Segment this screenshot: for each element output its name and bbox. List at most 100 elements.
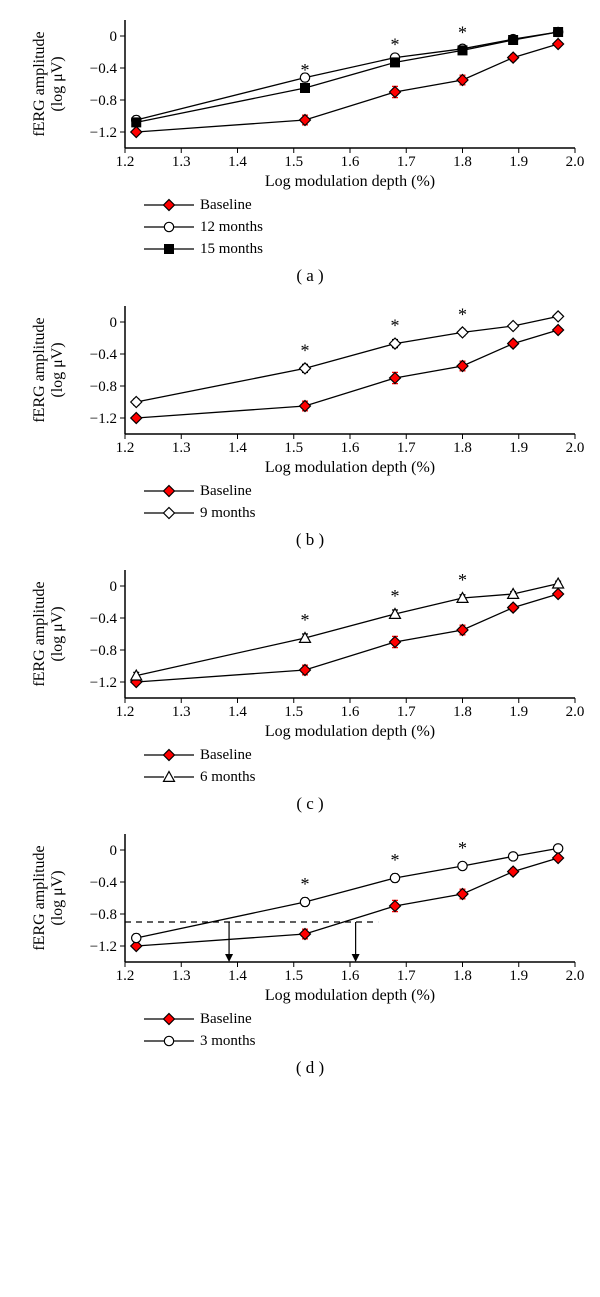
chart-container: 1.21.31.41.51.61.71.81.92.0−1.2−0.8−0.40… bbox=[30, 560, 590, 740]
svg-text:1.3: 1.3 bbox=[172, 968, 191, 984]
svg-text:*: * bbox=[301, 874, 310, 894]
panel-b: 1.21.31.41.51.61.71.81.92.0−1.2−0.8−0.40… bbox=[10, 296, 600, 550]
legend-label: Baseline bbox=[200, 747, 252, 764]
legend-label: 15 months bbox=[200, 241, 263, 258]
svg-text:−0.4: −0.4 bbox=[90, 61, 118, 77]
svg-text:1.2: 1.2 bbox=[116, 704, 135, 720]
svg-text:*: * bbox=[458, 304, 467, 324]
svg-text:0: 0 bbox=[110, 315, 118, 331]
svg-text:0: 0 bbox=[110, 843, 118, 859]
svg-text:−1.2: −1.2 bbox=[90, 939, 117, 955]
svg-text:*: * bbox=[301, 60, 310, 80]
legend-label: Baseline bbox=[200, 483, 252, 500]
svg-text:−1.2: −1.2 bbox=[90, 411, 117, 427]
legend-label: 12 months bbox=[200, 219, 263, 236]
legend-item: 3 months bbox=[140, 1030, 600, 1052]
chart-c: 1.21.31.41.51.61.71.81.92.0−1.2−0.8−0.40… bbox=[30, 560, 590, 740]
panel-d: 1.21.31.41.51.61.71.81.92.0−1.2−0.8−0.40… bbox=[10, 824, 600, 1078]
svg-text:*: * bbox=[391, 586, 400, 606]
svg-text:Log modulation depth (%): Log modulation depth (%) bbox=[265, 723, 435, 740]
legend-label: Baseline bbox=[200, 1011, 252, 1028]
legend-item: 9 months bbox=[140, 502, 600, 524]
svg-text:*: * bbox=[458, 22, 467, 42]
svg-text:Log modulation depth (%): Log modulation depth (%) bbox=[265, 987, 435, 1004]
svg-text:fERG amplitude(log μV): fERG amplitude(log μV) bbox=[31, 845, 66, 950]
svg-text:fERG amplitude(log μV): fERG amplitude(log μV) bbox=[31, 581, 66, 686]
panel-label: ( c ) bbox=[10, 794, 600, 814]
panel-label: ( d ) bbox=[10, 1058, 600, 1078]
legend-label: 6 months bbox=[200, 769, 255, 786]
svg-text:Log modulation depth (%): Log modulation depth (%) bbox=[265, 173, 435, 190]
legend-label: 9 months bbox=[200, 505, 255, 522]
legend-item: Baseline bbox=[140, 194, 600, 216]
svg-text:1.6: 1.6 bbox=[341, 440, 360, 456]
svg-text:−0.8: −0.8 bbox=[90, 643, 117, 659]
svg-text:*: * bbox=[391, 316, 400, 336]
svg-text:*: * bbox=[458, 570, 467, 590]
svg-text:−0.4: −0.4 bbox=[90, 347, 118, 363]
svg-text:*: * bbox=[301, 610, 310, 630]
svg-text:1.4: 1.4 bbox=[228, 440, 247, 456]
legend-item: Baseline bbox=[140, 480, 600, 502]
svg-text:1.7: 1.7 bbox=[397, 440, 416, 456]
svg-text:1.7: 1.7 bbox=[397, 968, 416, 984]
svg-text:1.2: 1.2 bbox=[116, 154, 135, 170]
panel-label: ( a ) bbox=[10, 266, 600, 286]
svg-text:1.3: 1.3 bbox=[172, 704, 191, 720]
svg-text:1.9: 1.9 bbox=[509, 704, 528, 720]
svg-text:1.7: 1.7 bbox=[397, 154, 416, 170]
chart-container: 1.21.31.41.51.61.71.81.92.0−1.2−0.8−0.40… bbox=[30, 824, 590, 1004]
panel-a: 1.21.31.41.51.61.71.81.92.0−1.2−0.8−0.40… bbox=[10, 10, 600, 286]
svg-text:1.3: 1.3 bbox=[172, 154, 191, 170]
svg-text:1.4: 1.4 bbox=[228, 968, 247, 984]
svg-text:1.9: 1.9 bbox=[509, 154, 528, 170]
svg-text:2.0: 2.0 bbox=[566, 704, 585, 720]
svg-text:1.9: 1.9 bbox=[509, 968, 528, 984]
legend-item: Baseline bbox=[140, 744, 600, 766]
chart-b: 1.21.31.41.51.61.71.81.92.0−1.2−0.8−0.40… bbox=[30, 296, 590, 476]
chart-container: 1.21.31.41.51.61.71.81.92.0−1.2−0.8−0.40… bbox=[30, 296, 590, 476]
legend-a: Baseline 12 months 15 months bbox=[140, 194, 600, 260]
legend-d: Baseline 3 months bbox=[140, 1008, 600, 1052]
svg-text:0: 0 bbox=[110, 29, 118, 45]
svg-text:1.8: 1.8 bbox=[453, 440, 472, 456]
svg-text:1.4: 1.4 bbox=[228, 154, 247, 170]
legend-item: 12 months bbox=[140, 216, 600, 238]
svg-text:1.3: 1.3 bbox=[172, 440, 191, 456]
svg-text:*: * bbox=[458, 838, 467, 858]
svg-text:1.9: 1.9 bbox=[509, 440, 528, 456]
svg-text:1.6: 1.6 bbox=[341, 704, 360, 720]
svg-text:1.2: 1.2 bbox=[116, 440, 135, 456]
legend-item: Baseline bbox=[140, 1008, 600, 1030]
svg-text:−0.8: −0.8 bbox=[90, 93, 117, 109]
svg-text:1.5: 1.5 bbox=[284, 704, 303, 720]
legend-label: 3 months bbox=[200, 1033, 255, 1050]
legend-item: 6 months bbox=[140, 766, 600, 788]
svg-text:Log modulation depth (%): Log modulation depth (%) bbox=[265, 459, 435, 476]
svg-text:−0.8: −0.8 bbox=[90, 907, 117, 923]
svg-text:1.5: 1.5 bbox=[284, 440, 303, 456]
legend-item: 15 months bbox=[140, 238, 600, 260]
svg-text:1.8: 1.8 bbox=[453, 704, 472, 720]
svg-text:1.8: 1.8 bbox=[453, 154, 472, 170]
chart-d: 1.21.31.41.51.61.71.81.92.0−1.2−0.8−0.40… bbox=[30, 824, 590, 1004]
svg-text:*: * bbox=[391, 34, 400, 54]
svg-text:2.0: 2.0 bbox=[566, 440, 585, 456]
chart-container: 1.21.31.41.51.61.71.81.92.0−1.2−0.8−0.40… bbox=[30, 10, 590, 190]
svg-text:*: * bbox=[391, 850, 400, 870]
svg-text:−0.4: −0.4 bbox=[90, 611, 118, 627]
svg-text:*: * bbox=[301, 340, 310, 360]
svg-text:−0.4: −0.4 bbox=[90, 875, 118, 891]
svg-text:−1.2: −1.2 bbox=[90, 675, 117, 691]
svg-text:1.7: 1.7 bbox=[397, 704, 416, 720]
chart-a: 1.21.31.41.51.61.71.81.92.0−1.2−0.8−0.40… bbox=[30, 10, 590, 190]
legend-c: Baseline 6 months bbox=[140, 744, 600, 788]
svg-text:1.4: 1.4 bbox=[228, 704, 247, 720]
svg-text:1.5: 1.5 bbox=[284, 154, 303, 170]
svg-text:−1.2: −1.2 bbox=[90, 125, 117, 141]
svg-text:1.5: 1.5 bbox=[284, 968, 303, 984]
svg-text:1.6: 1.6 bbox=[341, 154, 360, 170]
panel-c: 1.21.31.41.51.61.71.81.92.0−1.2−0.8−0.40… bbox=[10, 560, 600, 814]
panel-label: ( b ) bbox=[10, 530, 600, 550]
svg-text:fERG amplitude(log μV): fERG amplitude(log μV) bbox=[31, 317, 66, 422]
